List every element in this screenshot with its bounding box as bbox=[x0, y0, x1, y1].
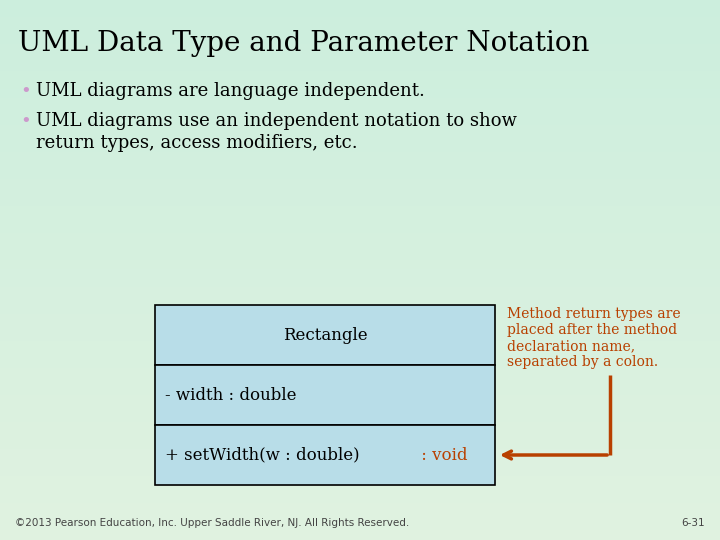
Bar bbox=[0, 224, 720, 234]
Text: •: • bbox=[20, 112, 31, 130]
Bar bbox=[0, 161, 720, 171]
Bar bbox=[0, 287, 720, 297]
Bar bbox=[0, 89, 720, 99]
Bar bbox=[0, 206, 720, 216]
Bar bbox=[0, 0, 720, 9]
Bar bbox=[0, 260, 720, 270]
Text: + setWidth(w : double): + setWidth(w : double) bbox=[165, 447, 359, 463]
Text: : void: : void bbox=[416, 447, 467, 463]
Bar bbox=[0, 494, 720, 504]
Bar bbox=[155, 365, 495, 425]
Bar bbox=[0, 332, 720, 342]
Bar bbox=[0, 233, 720, 243]
Bar bbox=[0, 53, 720, 63]
Bar bbox=[155, 425, 495, 485]
Bar bbox=[0, 521, 720, 531]
Bar bbox=[0, 278, 720, 288]
Bar bbox=[0, 449, 720, 459]
Bar bbox=[0, 170, 720, 180]
Bar bbox=[0, 71, 720, 81]
Bar bbox=[0, 143, 720, 153]
Bar bbox=[0, 8, 720, 18]
Bar bbox=[0, 386, 720, 396]
Bar bbox=[0, 341, 720, 351]
Bar bbox=[0, 17, 720, 27]
Bar bbox=[0, 179, 720, 189]
Bar bbox=[0, 485, 720, 495]
Text: 6-31: 6-31 bbox=[681, 518, 705, 528]
Bar bbox=[0, 422, 720, 432]
Bar bbox=[0, 314, 720, 324]
Bar bbox=[0, 296, 720, 306]
Bar bbox=[0, 242, 720, 252]
Bar bbox=[0, 467, 720, 477]
Bar bbox=[0, 80, 720, 90]
Bar bbox=[0, 359, 720, 369]
Text: Method return types are: Method return types are bbox=[507, 307, 680, 321]
Bar bbox=[0, 152, 720, 162]
Bar bbox=[0, 503, 720, 513]
Bar bbox=[0, 107, 720, 117]
Bar bbox=[0, 134, 720, 144]
Bar bbox=[0, 35, 720, 45]
Bar bbox=[0, 413, 720, 423]
Bar bbox=[0, 251, 720, 261]
Bar bbox=[155, 305, 495, 365]
Text: declaration name,: declaration name, bbox=[507, 339, 635, 353]
Bar bbox=[0, 125, 720, 135]
Bar bbox=[0, 530, 720, 540]
Bar bbox=[0, 395, 720, 405]
Text: ©2013 Pearson Education, Inc. Upper Saddle River, NJ. All Rights Reserved.: ©2013 Pearson Education, Inc. Upper Sadd… bbox=[15, 518, 409, 528]
Bar bbox=[0, 368, 720, 378]
Bar bbox=[0, 431, 720, 441]
Text: - width : double: - width : double bbox=[165, 387, 297, 403]
Bar bbox=[0, 188, 720, 198]
Bar bbox=[0, 98, 720, 108]
Text: •: • bbox=[20, 82, 31, 100]
Text: UML Data Type and Parameter Notation: UML Data Type and Parameter Notation bbox=[18, 30, 590, 57]
Bar bbox=[0, 458, 720, 468]
Bar bbox=[0, 512, 720, 522]
Text: separated by a colon.: separated by a colon. bbox=[507, 355, 658, 369]
Bar bbox=[0, 404, 720, 414]
Bar bbox=[0, 197, 720, 207]
Text: UML diagrams are language independent.: UML diagrams are language independent. bbox=[36, 82, 425, 100]
Bar bbox=[0, 269, 720, 279]
Text: Rectangle: Rectangle bbox=[283, 327, 367, 343]
Bar bbox=[0, 350, 720, 360]
Bar bbox=[0, 215, 720, 225]
Bar bbox=[0, 476, 720, 486]
Bar bbox=[0, 44, 720, 54]
Text: UML diagrams use an independent notation to show: UML diagrams use an independent notation… bbox=[36, 112, 517, 130]
Bar bbox=[0, 116, 720, 126]
Bar bbox=[0, 440, 720, 450]
Bar bbox=[0, 305, 720, 315]
Text: return types, access modifiers, etc.: return types, access modifiers, etc. bbox=[36, 134, 358, 152]
Bar bbox=[0, 26, 720, 36]
Bar bbox=[0, 323, 720, 333]
Text: placed after the method: placed after the method bbox=[507, 323, 677, 337]
Bar bbox=[0, 62, 720, 72]
Bar bbox=[0, 377, 720, 387]
